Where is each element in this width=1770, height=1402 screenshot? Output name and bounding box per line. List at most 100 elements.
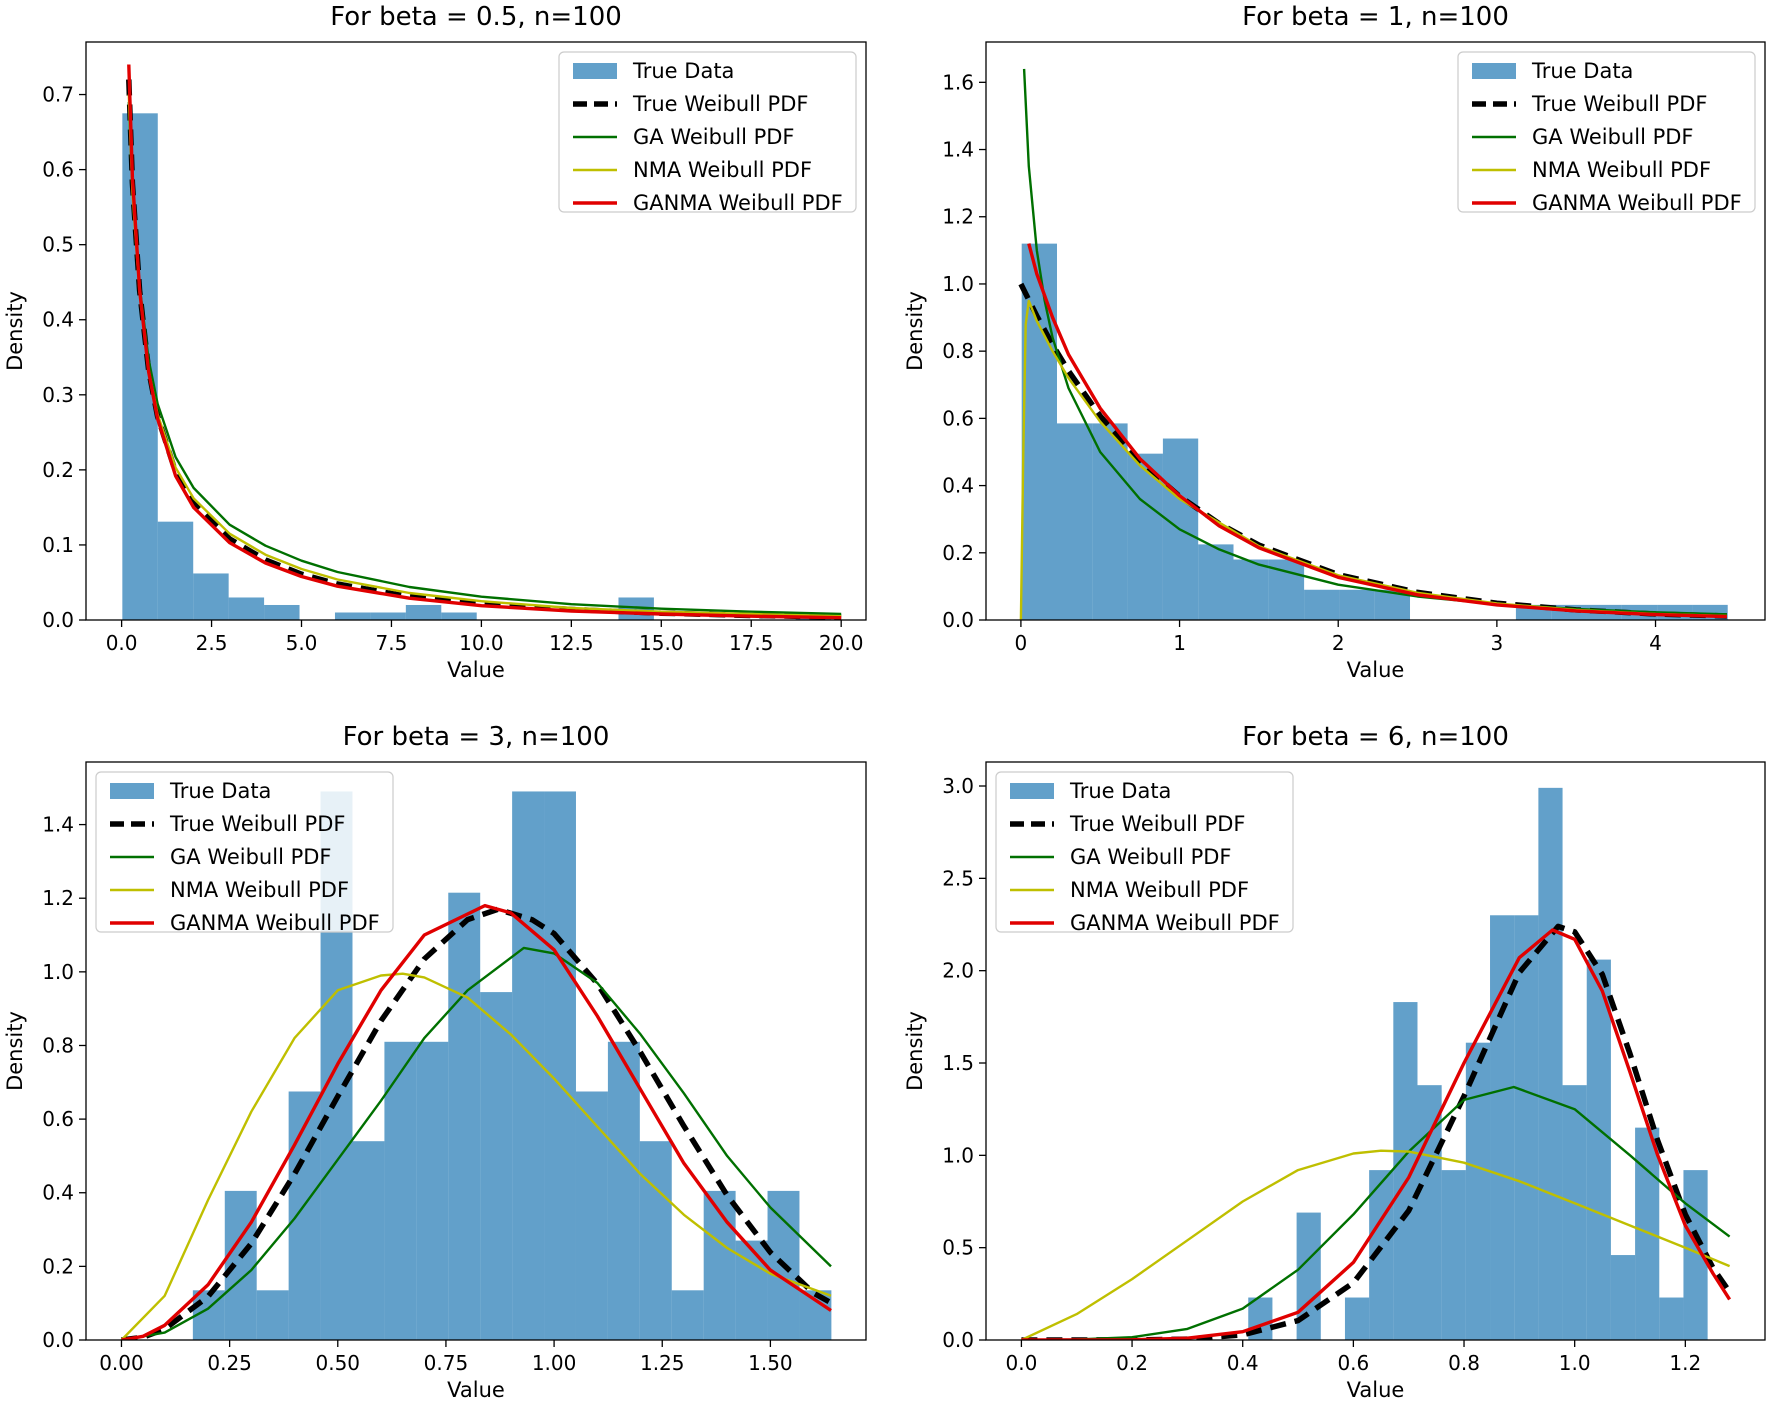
series-line-ga-weibull-pdf [121, 946, 832, 1340]
x-tick-label: 2.5 [196, 631, 228, 655]
legend-label: GA Weibull PDF [633, 125, 795, 149]
x-tick-label: 0.6 [1337, 1351, 1369, 1375]
y-tick-label: 0.2 [42, 458, 74, 482]
legend: True Data True Weibull PDF GA Weibull PDF N… [995, 771, 1294, 935]
series-line-true-weibull-pdf [121, 906, 833, 1340]
y-tick-label: 0.0 [42, 608, 74, 632]
legend-swatch-true-data [110, 783, 154, 799]
y-tick-label: 1.2 [42, 886, 74, 910]
y-tick-label: 0.4 [42, 1181, 74, 1205]
legend-box [995, 771, 1294, 933]
histogram-bar [1393, 1002, 1418, 1340]
histogram-bar [288, 1091, 321, 1340]
chart-title: For beta = 3, n=100 [343, 722, 610, 752]
y-tick-label: 0.0 [942, 1328, 974, 1352]
x-tick-label: 1.50 [748, 1351, 793, 1375]
series-line-ganma-weibull-pdf [127, 64, 842, 620]
y-tick-label: 0.6 [42, 158, 74, 182]
axes-frame [85, 41, 867, 621]
x-axis-label: Value [447, 1378, 505, 1402]
x-tick-label: 0.0 [106, 631, 138, 655]
chart-panel-1: 0.0 2.5 5.0 7.5 10.0 12.5 15.0 17.5 20.0 0.0 0.1 0.… [3, 2, 867, 682]
histogram-bar [352, 1141, 385, 1340]
histogram-bar [256, 1290, 289, 1340]
series-line-ganma-weibull-pdf [1021, 928, 1732, 1340]
legend-label: NMA Weibull PDF [170, 878, 349, 902]
legend: True Data True Weibull PDF GA Weibull PDF N… [1457, 51, 1756, 215]
y-tick-label: 1.6 [942, 70, 974, 94]
histogram-bar [639, 1141, 672, 1340]
histogram-bar [1659, 1297, 1684, 1340]
y-tick-label: 1.0 [42, 960, 74, 984]
legend-label: NMA Weibull PDF [633, 158, 812, 182]
y-tick-label: 0.5 [42, 233, 74, 257]
legend-label: GANMA Weibull PDF [1532, 191, 1742, 215]
histogram-bar [334, 612, 371, 620]
x-axis-label: Value [1347, 1378, 1405, 1402]
histogram-bar [1514, 915, 1539, 1340]
y-axis-label: Density [903, 291, 927, 371]
y-tick-label: 0.6 [42, 1107, 74, 1131]
x-tick-label: 17.5 [729, 631, 774, 655]
histogram-bar [1465, 1042, 1491, 1340]
legend-label: NMA Weibull PDF [1070, 878, 1249, 902]
histogram-bar [122, 113, 158, 620]
axes-frame [85, 761, 867, 1341]
legend-label: True Weibull PDF [1531, 92, 1707, 116]
x-tick-label: 3 [1491, 631, 1504, 655]
histogram-bar [512, 791, 545, 1340]
x-tick-label: 0.00 [99, 1351, 144, 1375]
histogram-bar [157, 521, 194, 620]
x-tick-label: 0.75 [424, 1351, 469, 1375]
y-tick-label: 2.5 [942, 866, 974, 890]
histogram-bar [1056, 423, 1093, 620]
legend: True Data True Weibull PDF GA Weibull PDF N… [558, 51, 857, 215]
legend-label: GA Weibull PDF [170, 845, 332, 869]
histogram-bar [228, 597, 265, 620]
legend-label: True Data [1531, 59, 1633, 83]
y-tick-label: 0.8 [42, 1033, 74, 1057]
histogram-bar [544, 791, 576, 1340]
series-line-ganma-weibull-pdf [121, 903, 832, 1340]
chart-title: For beta = 0.5, n=100 [330, 2, 622, 32]
histogram-bar [1344, 1297, 1370, 1340]
histogram-bar [1538, 787, 1563, 1340]
histogram-bar [224, 1190, 257, 1340]
plot-area [122, 64, 842, 620]
histogram-bar [416, 1041, 449, 1340]
x-axis-label: Value [447, 658, 505, 682]
legend-label: True Weibull PDF [632, 92, 808, 116]
legend-label: GANMA Weibull PDF [633, 191, 843, 215]
legend-label: NMA Weibull PDF [1532, 158, 1711, 182]
chart-title: For beta = 1, n=100 [1242, 2, 1509, 32]
y-tick-label: 0.6 [942, 406, 974, 430]
legend-label: GA Weibull PDF [1070, 845, 1232, 869]
x-tick-label: 10.0 [459, 631, 504, 655]
legend-swatch-true-data [1472, 63, 1516, 79]
y-tick-label: 0.5 [942, 1236, 974, 1260]
chart-panel-4: 0.0 0.2 0.4 0.6 0.8 1.0 1.2 0.0 0.5 1.0 1.5 2.0 2.5 3… [903, 722, 1766, 1402]
histogram-bar [1021, 243, 1057, 620]
y-tick-label: 0.4 [942, 474, 974, 498]
plot-area [120, 791, 833, 1340]
histogram-bar [703, 1190, 736, 1340]
histogram-bar [1304, 589, 1340, 620]
series-line-ga-weibull-pdf [1021, 1085, 1731, 1340]
x-tick-label: 1.0 [1559, 1351, 1591, 1375]
x-tick-label: 0.4 [1227, 1351, 1259, 1375]
series-line-nma-weibull-pdf [1020, 1149, 1731, 1340]
x-tick-label: 12.5 [549, 631, 594, 655]
y-tick-label: 3.0 [942, 774, 974, 798]
legend-swatch-true-data [1010, 783, 1054, 799]
chart-panel-3: 0.00 0.25 0.50 0.75 1.00 1.25 1.50 0.0 0.2 0.4 0.6… [3, 722, 867, 1402]
x-tick-label: 1 [1173, 631, 1186, 655]
x-tick-label: 1.00 [532, 1351, 577, 1375]
histogram-bar [1490, 915, 1515, 1340]
histogram-bar [1586, 959, 1611, 1340]
y-tick-label: 0.0 [42, 1328, 74, 1352]
x-tick-label: 4 [1649, 631, 1662, 655]
y-tick-label: 0.2 [942, 541, 974, 565]
legend-box [558, 51, 857, 213]
histogram-bar [480, 992, 513, 1340]
histogram-bar [1562, 1085, 1587, 1340]
